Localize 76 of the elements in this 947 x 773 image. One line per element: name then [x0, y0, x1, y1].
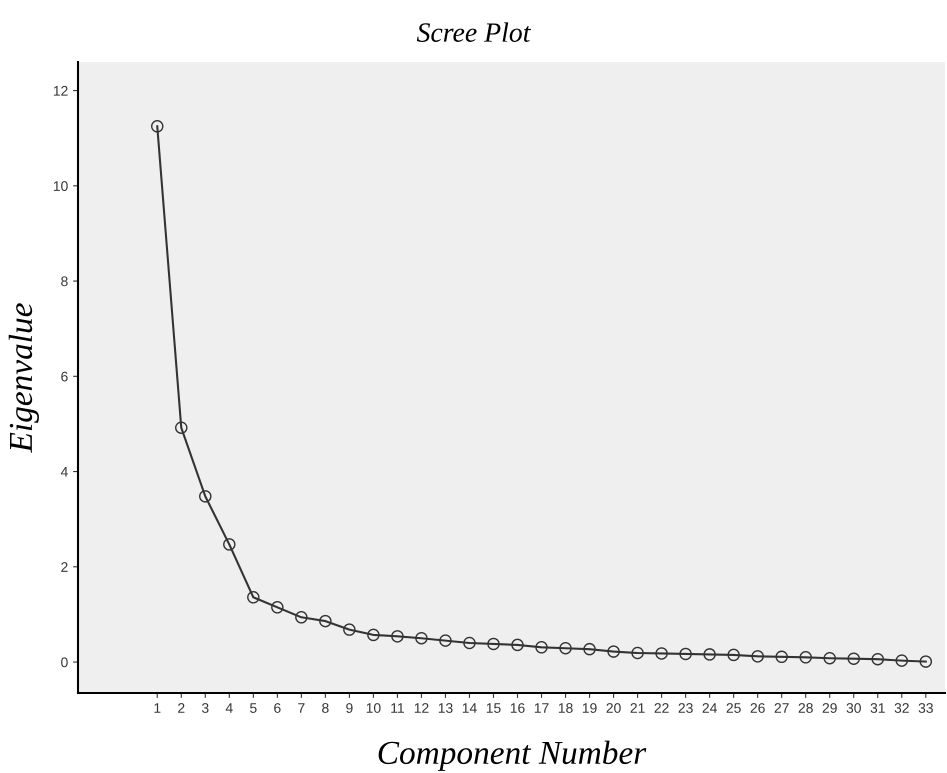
point: [775, 650, 788, 664]
x-tick-label: 30: [846, 703, 861, 713]
y-tick-label: 4: [60, 467, 68, 477]
x-tick-label: 2: [178, 703, 184, 713]
x-tick-label: 9: [346, 703, 353, 713]
x-tick-label: 11: [391, 703, 404, 713]
x-tick-label: 27: [774, 703, 789, 713]
point: [343, 623, 356, 636]
point: [271, 601, 284, 614]
point: [655, 647, 668, 660]
point: [151, 120, 164, 133]
x-tick-label: 22: [654, 703, 669, 713]
point: [319, 614, 332, 628]
point: [295, 611, 308, 624]
x-tick-label: 23: [678, 703, 693, 713]
x-tick-label: 16: [510, 703, 525, 713]
point: [367, 628, 380, 642]
y-tick-label: 0: [61, 657, 68, 668]
point: [415, 632, 428, 644]
x-tick-label: 3: [202, 703, 209, 713]
x-tick-label: 31: [870, 703, 885, 713]
x-tick-label: 7: [298, 703, 305, 713]
x-tick-label: 24: [702, 703, 717, 713]
x-tick-label: 19: [582, 703, 597, 713]
point: [872, 652, 884, 666]
y-axis-title: Eigenvalue: [8, 303, 39, 453]
point: [391, 630, 404, 643]
point: [463, 636, 476, 650]
point: [439, 634, 452, 647]
point: [487, 638, 500, 650]
point: [223, 538, 236, 551]
point: [631, 646, 644, 660]
x-tick-label: 13: [438, 703, 453, 713]
point: [583, 642, 596, 656]
x-tick-label: 14: [462, 703, 477, 713]
y-tick-label: 6: [61, 372, 68, 382]
x-tick-label: 20: [606, 703, 621, 713]
y-tick-label: 8: [61, 276, 68, 286]
x-tick-label: 28: [798, 703, 813, 713]
point: [511, 638, 524, 652]
y-tick-label: 10: [54, 181, 68, 191]
point: [535, 641, 548, 654]
point: [751, 650, 764, 663]
point: [247, 591, 260, 604]
point: [823, 652, 836, 664]
point: [727, 648, 740, 662]
x-tick-label: 32: [894, 703, 909, 713]
x-tick-label: 8: [322, 703, 329, 713]
x-tick-label: 12: [414, 703, 428, 713]
x-axis-title: Component Number: [378, 740, 646, 771]
point: [896, 654, 908, 667]
x-tick-label: 21: [630, 703, 645, 713]
x-tick-label: 15: [486, 703, 501, 713]
x-tick-label: 6: [274, 703, 281, 713]
x-tick-label: 18: [558, 703, 573, 713]
point: [703, 648, 716, 661]
x-tick-label: 10: [366, 703, 381, 713]
x-tick-label: 1: [154, 703, 160, 713]
point: [199, 490, 212, 503]
point: [847, 652, 860, 665]
point: [920, 655, 932, 668]
x-tick-label: 26: [750, 703, 765, 713]
x-tick-label: 4: [226, 703, 233, 713]
point: [679, 648, 692, 660]
chart-title: Scree Plot: [416, 22, 531, 42]
x-tick-label: 29: [822, 703, 837, 713]
point: [607, 645, 620, 658]
point: [175, 421, 188, 434]
point: [799, 651, 812, 664]
x-tick-label: 5: [250, 703, 257, 713]
x-tick-label: 17: [534, 703, 549, 713]
point: [559, 642, 572, 654]
y-tick-label: 2: [61, 562, 68, 572]
y-tick-label: 12: [54, 86, 68, 96]
x-tick-label: 25: [726, 703, 741, 713]
x-tick-label: 33: [918, 703, 933, 713]
